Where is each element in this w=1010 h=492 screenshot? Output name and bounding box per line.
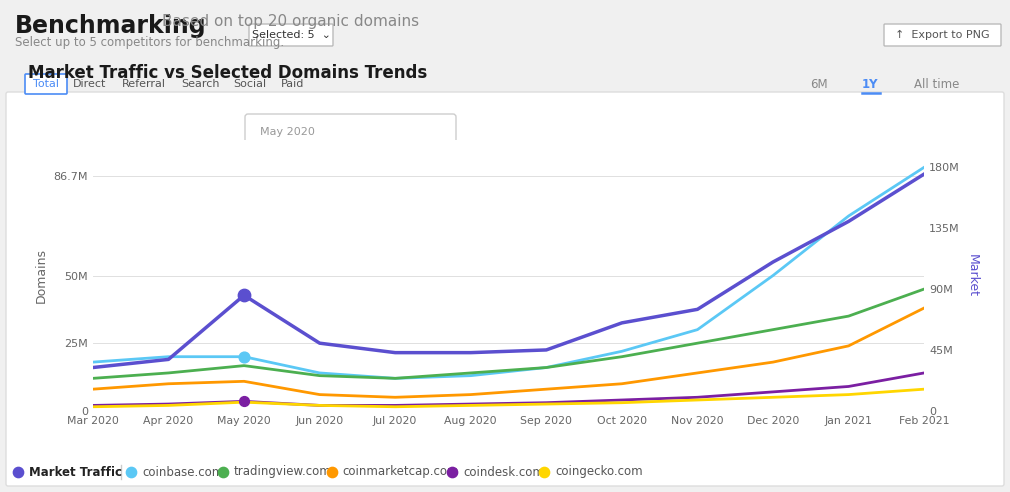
Text: Total: Total (33, 79, 59, 89)
Text: 3.5M: 3.5M (410, 230, 443, 244)
Point (236, 291, 252, 299)
Point (252, 255, 269, 263)
Text: tradingview.com: tradingview.com (233, 465, 331, 479)
Text: ↑  Export to PNG: ↑ Export to PNG (895, 30, 990, 40)
Text: coingecko.com: coingecko.com (272, 254, 356, 264)
Text: 3.2M: 3.2M (410, 252, 443, 266)
Text: Direct: Direct (74, 79, 107, 89)
Point (10, 468, 26, 476)
Text: Selected: 5  ⌄: Selected: 5 ⌄ (251, 30, 330, 40)
Text: 6M: 6M (810, 78, 827, 91)
Text: May 2020: May 2020 (260, 127, 315, 137)
Text: Market: Market (272, 144, 310, 154)
Y-axis label: Market: Market (967, 254, 980, 297)
FancyBboxPatch shape (6, 92, 1004, 486)
Point (252, 167, 269, 175)
Point (252, 145, 269, 153)
Text: Search: Search (181, 79, 219, 89)
Point (215, 468, 231, 476)
FancyBboxPatch shape (245, 114, 456, 285)
Text: coindesk.com: coindesk.com (272, 232, 348, 242)
Text: 20M: 20M (415, 164, 443, 178)
Text: 10.9M: 10.9M (402, 209, 443, 221)
Text: Benchmarking: Benchmarking (15, 14, 207, 38)
Text: Based on top 20 organic domains: Based on top 20 organic domains (162, 14, 419, 29)
Point (252, 189, 269, 197)
Text: Select up to 5 competitors for benchmarking.: Select up to 5 competitors for benchmark… (15, 36, 284, 49)
Text: coinbase.com: coinbase.com (142, 465, 223, 479)
Text: Market Traffic vs Selected Domains Trends: Market Traffic vs Selected Domains Trend… (28, 64, 427, 82)
FancyBboxPatch shape (884, 24, 1001, 46)
Text: coinmarketcap.com: coinmarketcap.com (272, 210, 382, 220)
Text: 16.7M: 16.7M (402, 186, 443, 199)
Point (123, 468, 139, 476)
Y-axis label: Domains: Domains (35, 248, 48, 303)
Text: Social: Social (233, 79, 266, 89)
Text: All time: All time (914, 78, 960, 91)
Text: coingecko.com: coingecko.com (556, 465, 642, 479)
Point (444, 468, 461, 476)
Text: 1Y: 1Y (862, 78, 879, 91)
Point (252, 233, 269, 241)
FancyBboxPatch shape (25, 74, 67, 94)
Text: coinbase.com: coinbase.com (272, 166, 349, 176)
Text: tradingview.com: tradingview.com (272, 188, 365, 198)
Text: Paid: Paid (281, 79, 304, 89)
Text: Market Traffic: Market Traffic (29, 465, 122, 479)
Text: 85.4M: 85.4M (402, 143, 443, 155)
FancyBboxPatch shape (249, 24, 333, 46)
Point (536, 468, 552, 476)
Point (324, 468, 340, 476)
Text: Referral: Referral (122, 79, 166, 89)
Text: coinmarketcap.com: coinmarketcap.com (342, 465, 460, 479)
Text: coindesk.com: coindesk.com (464, 465, 544, 479)
Point (252, 211, 269, 219)
Point (236, 398, 252, 405)
Point (236, 353, 252, 361)
